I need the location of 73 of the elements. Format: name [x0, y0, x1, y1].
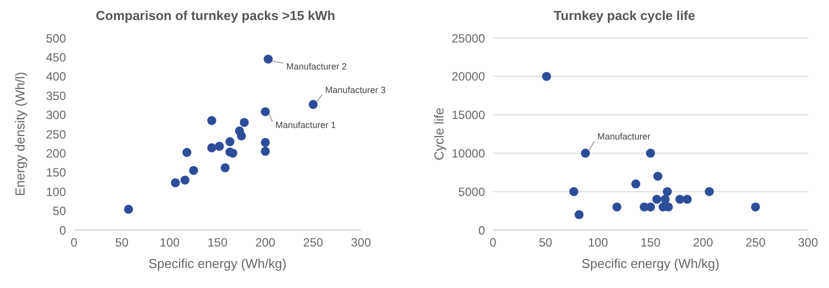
point [308, 100, 318, 109]
x-tick-label: 0 [70, 236, 78, 250]
y-tick-label: 450 [46, 50, 66, 64]
point [225, 137, 234, 146]
x-tick-label: 100 [160, 236, 180, 250]
x-tick-label: 150 [207, 236, 228, 250]
point [207, 116, 216, 126]
y-axis-title: Energy density (Wh/l) [12, 72, 28, 196]
point [631, 179, 640, 188]
y-tick-label: 200 [46, 146, 66, 160]
x-tick-label: 200 [255, 236, 276, 250]
y-tick-label: 10000 [452, 146, 486, 160]
point [682, 194, 692, 204]
point [182, 148, 192, 157]
point [260, 107, 270, 116]
point [750, 202, 760, 212]
annotation: Manufacturer 2 [286, 61, 347, 72]
point [574, 210, 584, 220]
y-tick-label: 5000 [458, 184, 486, 199]
y-axis-title: Cycle life [432, 108, 447, 160]
y-tick-label: 0 [478, 223, 486, 238]
x-tick-label: 200 [692, 236, 714, 250]
annotation: Manufacturer [597, 132, 650, 142]
x-tick-label: 250 [303, 236, 324, 250]
x-tick-label: 100 [588, 236, 608, 250]
y-tick-label: 20000 [452, 70, 486, 84]
point [220, 163, 230, 172]
point [264, 54, 273, 64]
x-tick-label: 0 [490, 236, 497, 250]
point [207, 143, 216, 152]
y-tick-label: 400 [46, 70, 66, 84]
point [653, 172, 662, 181]
x-axis-title: Specific energy (Wh/kg) [148, 256, 286, 271]
point [124, 204, 134, 214]
x-tick-label: 300 [350, 236, 372, 250]
point [180, 176, 190, 185]
y-tick-label: 500 [46, 31, 66, 46]
x-tick-label: 50 [538, 236, 552, 250]
point [652, 194, 662, 204]
chart-title: Turnkey pack cycle life [552, 8, 696, 25]
point [569, 187, 578, 196]
point [189, 166, 198, 175]
y-tick-label: 100 [46, 184, 66, 199]
point [580, 148, 590, 158]
y-tick-label: 250 [46, 127, 66, 142]
point [236, 131, 246, 140]
point [260, 146, 270, 156]
chart-title: Comparison of turnkey packs >15 kWh [94, 8, 336, 25]
point [542, 72, 552, 81]
y-tick-label: 350 [46, 88, 66, 103]
y-tick-label: 300 [46, 108, 66, 122]
annotation: Manufacturer 3 [325, 84, 386, 95]
x-tick-label: 250 [745, 236, 766, 250]
point [612, 202, 622, 212]
point [646, 202, 656, 212]
point [662, 187, 672, 196]
x-tick-label: 50 [115, 236, 129, 250]
point [170, 178, 180, 188]
point [214, 142, 224, 151]
point [260, 138, 270, 147]
x-axis-title: Specific energy (Wh/kg) [582, 256, 720, 271]
y-tick-label: 150 [46, 166, 66, 180]
annotation: Manufacturer 1 [275, 120, 336, 130]
y-tick-label: 25000 [452, 31, 486, 46]
x-tick-label: 300 [798, 236, 818, 250]
point [240, 118, 249, 127]
x-tick-label: 150 [640, 236, 661, 250]
y-tick-label: 15000 [452, 108, 486, 122]
point [646, 148, 656, 158]
point [704, 187, 714, 196]
point [660, 194, 670, 204]
y-tick-label: 50 [52, 204, 66, 218]
y-tick-label: 0 [59, 223, 66, 238]
